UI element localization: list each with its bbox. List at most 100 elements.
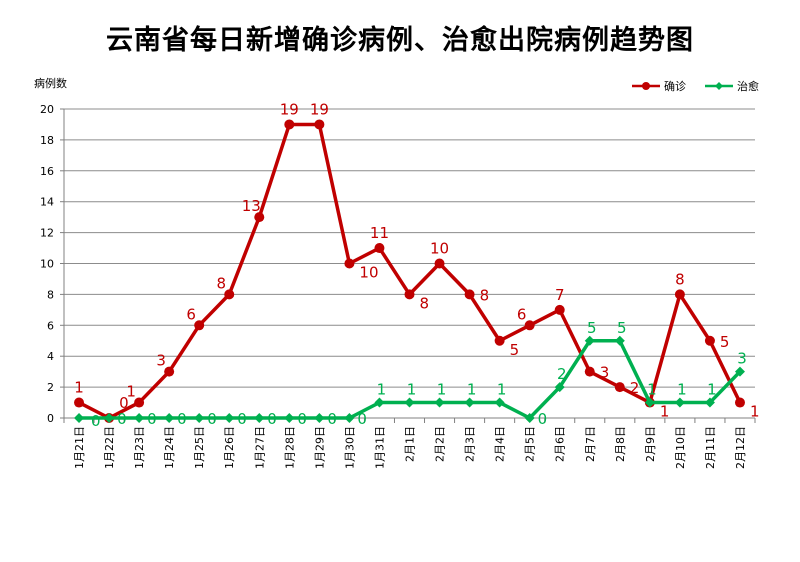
series-layer (74, 119, 745, 423)
x-tick-label: 1月25日 (193, 426, 206, 469)
data-point (614, 382, 625, 393)
legend: 确诊 治愈 (632, 79, 759, 93)
data-label: 8 (420, 294, 430, 312)
y-axis-label: 病例数 (34, 76, 67, 90)
data-label: 6 (186, 305, 196, 323)
x-tick-label: 1月24日 (163, 426, 176, 469)
series-line-1 (78, 122, 742, 420)
x-tick-label: 2月4日 (494, 426, 507, 462)
data-point (554, 304, 565, 315)
y-tick-label: 14 (40, 196, 54, 209)
y-tick-label: 12 (40, 227, 54, 240)
x-tick-label: 1月27日 (253, 426, 266, 469)
data-label: 5 (720, 333, 730, 351)
data-label: 0 (267, 410, 277, 428)
data-point (344, 258, 355, 269)
data-label: 1 (437, 381, 447, 399)
data-point (254, 413, 265, 423)
data-label: 1 (377, 381, 387, 399)
data-point (164, 413, 175, 423)
data-label: 1 (126, 383, 136, 401)
data-label: 1 (497, 381, 507, 399)
data-label: 3 (600, 364, 610, 382)
legend-label: 治愈 (737, 79, 759, 93)
grid-lines (64, 108, 755, 388)
data-point (314, 119, 325, 130)
data-label: 5 (510, 341, 520, 359)
data-point (644, 397, 655, 408)
data-point (434, 258, 445, 269)
y-tick-label: 4 (47, 350, 54, 363)
legend-label: 确诊 (664, 79, 686, 93)
data-label: 2 (557, 365, 567, 383)
data-label: 0 (207, 410, 217, 428)
data-point (494, 397, 505, 408)
data-label: 19 (280, 100, 299, 118)
x-tick-label: 1月22日 (103, 426, 116, 469)
data-label: 10 (359, 264, 378, 282)
legend-marker (642, 82, 650, 90)
data-point (584, 366, 595, 377)
data-label: 0 (297, 410, 307, 428)
data-point (704, 335, 715, 346)
x-tick-label: 1月30日 (343, 426, 356, 469)
data-label: 0 (538, 410, 548, 428)
data-point (674, 397, 685, 408)
data-label: 0 (91, 412, 101, 430)
data-point (224, 413, 235, 423)
x-tick-label: 2月12日 (734, 426, 747, 469)
data-point (404, 289, 415, 300)
y-tick-label: 16 (40, 165, 54, 178)
data-label: 0 (147, 410, 157, 428)
data-point (524, 413, 535, 423)
y-tick-label: 6 (47, 319, 54, 332)
x-tick-label: 2月10日 (674, 426, 687, 469)
data-label: 0 (327, 410, 337, 428)
data-label: 11 (370, 224, 389, 242)
x-tick-label: 2月3日 (464, 426, 477, 462)
y-tick-label: 10 (40, 258, 54, 271)
x-tick-label: 1月26日 (223, 426, 236, 469)
data-point (734, 397, 745, 408)
data-label: 1 (660, 403, 670, 421)
x-tick-label: 1月31日 (373, 426, 386, 469)
data-point (164, 366, 175, 377)
data-label: 1 (407, 381, 417, 399)
data-label: 5 (587, 319, 597, 337)
data-point (344, 413, 355, 423)
data-point (134, 413, 145, 423)
y-tick-label: 2 (47, 381, 54, 394)
data-label: 0 (357, 410, 367, 428)
data-point (284, 119, 295, 130)
y-tick-label: 8 (47, 288, 54, 301)
data-point (374, 397, 385, 408)
x-tick-label: 2月6日 (554, 426, 567, 462)
data-point (494, 335, 505, 346)
data-point (464, 289, 475, 300)
data-label: 2 (630, 379, 640, 397)
data-label: 6 (517, 305, 527, 323)
data-label: 1 (707, 381, 717, 399)
y-tick-labels: 0 2 4 6 8 10 12 14 16 18 20 (40, 103, 54, 425)
data-point (74, 397, 85, 408)
data-label: 1 (647, 381, 657, 399)
data-label: 1 (467, 381, 477, 399)
data-point (314, 413, 325, 423)
data-label: 1 (750, 403, 760, 421)
x-tick-label: 2月5日 (524, 426, 537, 462)
data-point (374, 243, 385, 254)
data-label: 5 (617, 319, 627, 337)
x-tick-label: 2月1日 (404, 426, 417, 462)
data-point (614, 335, 625, 346)
data-label: 8 (480, 286, 490, 304)
x-tick-label: 1月28日 (283, 426, 296, 469)
data-point (194, 413, 205, 423)
data-point (704, 397, 715, 408)
data-label: 3 (156, 352, 166, 370)
y-tick-label: 20 (40, 103, 54, 116)
data-point (104, 413, 115, 423)
data-point (404, 397, 415, 408)
y-tick-label: 18 (40, 134, 54, 147)
